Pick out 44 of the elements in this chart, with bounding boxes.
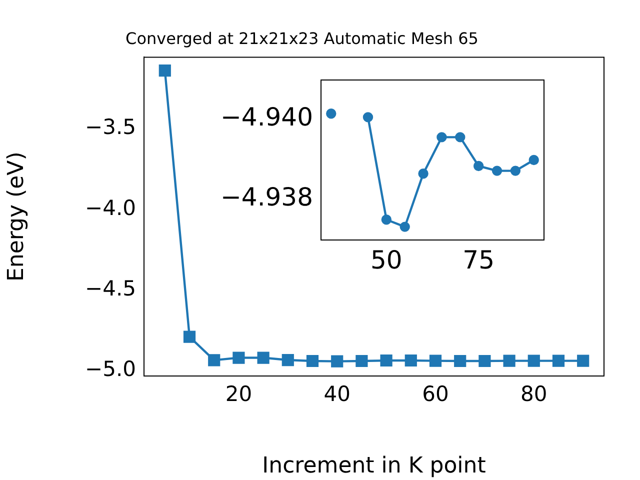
- x-tick-label: 60: [422, 382, 449, 406]
- point: [158, 64, 171, 77]
- chart-title: Converged at 21x21x23 Automatic Mesh 65: [126, 28, 478, 48]
- point: [282, 354, 294, 366]
- y-tick-label: −4.5: [85, 276, 136, 300]
- x-axis-title: Increment in K point: [262, 454, 486, 479]
- y-tick-label: −5.0: [85, 357, 136, 382]
- point: [183, 330, 196, 343]
- point: [331, 355, 344, 368]
- x-tick-label: 20: [225, 382, 252, 406]
- y-axis-title: Energy (eV): [4, 152, 29, 282]
- point: [510, 166, 521, 176]
- point: [454, 354, 466, 368]
- point: [381, 214, 392, 225]
- x-tick-label: 50: [370, 246, 402, 274]
- point: [404, 354, 417, 367]
- point: [478, 354, 491, 368]
- x-tick-label: 75: [462, 246, 494, 274]
- point: [528, 354, 540, 367]
- y-tick-label: −4.940: [220, 102, 313, 132]
- point: [436, 132, 447, 142]
- y-tick-label: −4.0: [85, 196, 136, 220]
- point: [455, 132, 466, 142]
- point: [232, 352, 245, 364]
- point: [577, 354, 590, 367]
- point: [380, 354, 392, 367]
- point: [362, 112, 374, 122]
- point: [257, 352, 270, 364]
- point: [306, 354, 319, 368]
- point: [400, 222, 410, 232]
- point: [552, 354, 565, 367]
- point: [492, 166, 502, 176]
- point: [208, 354, 220, 366]
- x-tick-label: 80: [520, 382, 548, 406]
- x-tick-label: 40: [324, 382, 350, 406]
- point: [418, 168, 428, 179]
- point: [473, 160, 484, 172]
- point: [503, 354, 516, 367]
- y-tick-label: −3.5: [85, 115, 136, 140]
- point: [356, 354, 368, 368]
- point: [528, 154, 539, 166]
- point: [429, 354, 442, 367]
- point: [326, 108, 336, 119]
- y-tick-label: −4.938: [220, 182, 313, 212]
